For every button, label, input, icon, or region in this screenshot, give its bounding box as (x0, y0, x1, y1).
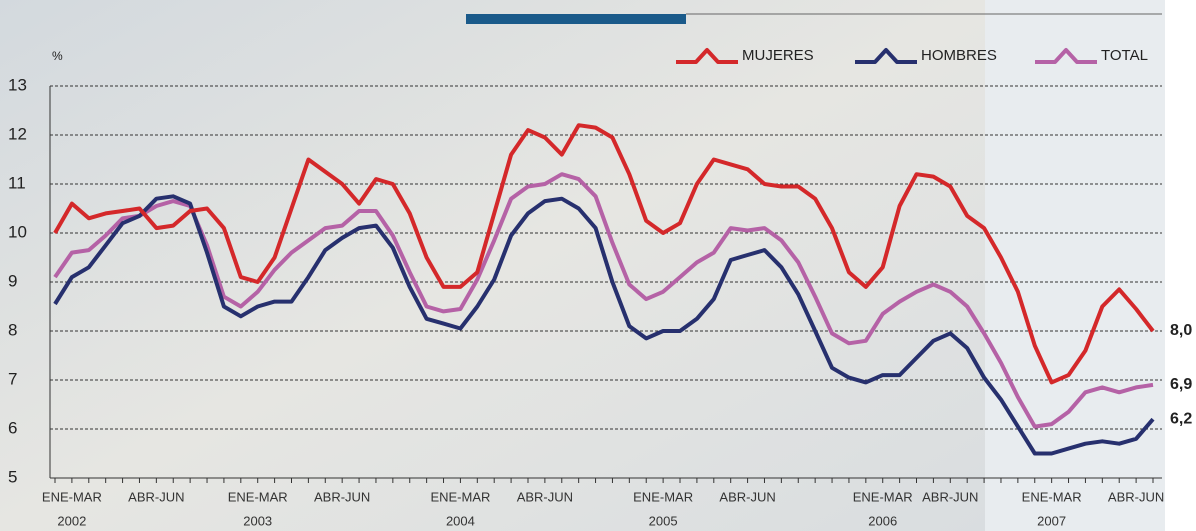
x-tick-label: ABR-JUN (1108, 489, 1164, 504)
y-tick-label: 6 (8, 418, 17, 437)
end-label: 6,9 (1170, 376, 1192, 393)
x-tick-label: ENE-MAR (1022, 489, 1082, 504)
x-year-label: 2007 (1037, 513, 1066, 528)
end-label: 6,2 (1170, 410, 1192, 427)
x-tick-label: ENE-MAR (430, 489, 490, 504)
light-panel (985, 0, 1165, 531)
x-year-label: 2005 (649, 513, 678, 528)
y-tick-label: 12 (8, 124, 27, 143)
y-tick-label: 7 (8, 369, 17, 388)
title-bar (466, 14, 686, 24)
x-tick-label: ENE-MAR (853, 489, 913, 504)
y-tick-label: 10 (8, 222, 27, 241)
legend-icon (855, 48, 917, 64)
photo-background (0, 0, 985, 531)
legend-label: TOTAL (1101, 47, 1148, 64)
series-line (53, 123, 1155, 385)
x-tick-label: ABR-JUN (922, 489, 978, 504)
x-tick-label: ABR-JUN (719, 489, 775, 504)
x-tick-label: ABR-JUN (128, 489, 184, 504)
x-tick-label: ENE-MAR (42, 489, 102, 504)
end-label: 8,0 (1170, 322, 1192, 339)
x-tick-label: ENE-MAR (633, 489, 693, 504)
y-unit: % (52, 49, 63, 63)
x-tick-label: ABR-JUN (517, 489, 573, 504)
x-year-label: 2002 (57, 513, 86, 528)
y-tick-label: 5 (8, 467, 17, 486)
y-tick-label: 8 (8, 320, 17, 339)
legend-label: MUJERES (742, 47, 814, 64)
x-year-label: 2006 (868, 513, 897, 528)
legend-icon (1035, 48, 1097, 64)
legend-label: HOMBRES (921, 47, 997, 64)
y-tick-label: 13 (8, 75, 27, 94)
y-tick-label: 9 (8, 271, 17, 290)
legend-icon (676, 48, 738, 64)
x-tick-label: ABR-JUN (314, 489, 370, 504)
x-tick-label: ENE-MAR (228, 489, 288, 504)
x-year-label: 2004 (446, 513, 475, 528)
x-year-label: 2003 (243, 513, 272, 528)
y-tick-label: 11 (8, 173, 26, 192)
series-line (53, 194, 1155, 456)
series-line (53, 172, 1154, 429)
